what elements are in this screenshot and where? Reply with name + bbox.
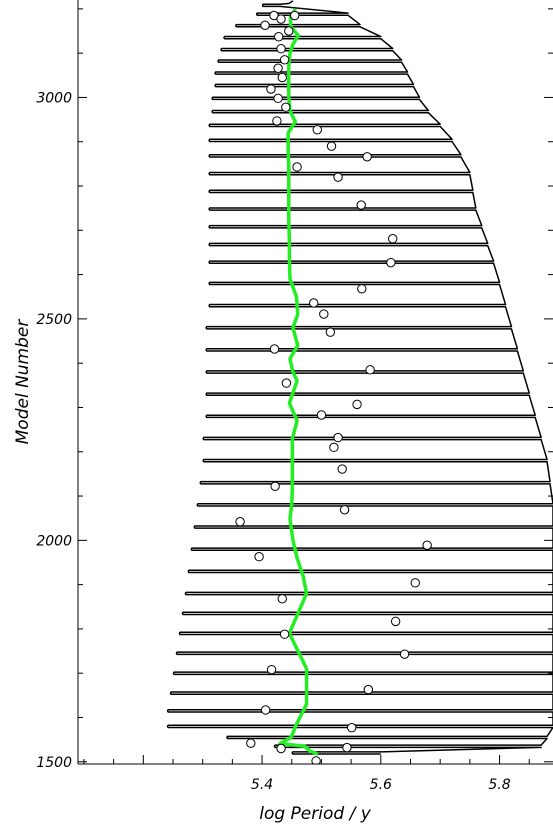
x-axis-label: log Period / y (259, 804, 371, 824)
data-point (316, 410, 327, 420)
data-point (387, 234, 398, 244)
data-point (352, 399, 362, 410)
data-point (260, 705, 271, 715)
data-point (329, 442, 339, 453)
data-point (390, 616, 401, 627)
data-point (276, 14, 286, 24)
data-point (276, 44, 286, 54)
data-point (386, 257, 396, 268)
axes (77, 0, 553, 765)
data-point (325, 327, 336, 337)
data-point (281, 378, 292, 388)
data-point (292, 162, 302, 172)
data-point (246, 738, 256, 748)
data-point (272, 116, 282, 126)
data-point (284, 26, 294, 36)
data-point (279, 55, 290, 65)
data-point (339, 505, 350, 515)
data-point (347, 722, 357, 733)
plot-background (78, 0, 553, 764)
data-point (342, 742, 352, 753)
data-point (270, 481, 280, 492)
data-point (312, 125, 322, 135)
plot-area (166, 0, 553, 764)
y-axis-label: Model Number (13, 319, 33, 445)
data-point (309, 298, 319, 308)
data-point (281, 102, 291, 112)
data-point (356, 200, 366, 210)
y-tick-label: 2500 (36, 312, 72, 328)
data-point (422, 540, 432, 550)
data-point (254, 552, 264, 562)
y-tick-label: 2000 (36, 533, 72, 549)
data-point (277, 72, 287, 83)
x-tick-label: 5.8 (488, 777, 510, 793)
data-point (273, 93, 283, 104)
data-point (290, 10, 300, 21)
data-point (333, 432, 343, 443)
oscillation-curve (166, 0, 553, 755)
data-point (399, 649, 410, 659)
ticks: 1500 2000 2500 3000 5.4 5.6 5.8 (36, 8, 553, 793)
y-tick-label: 1500 (36, 755, 72, 771)
data-point (273, 32, 284, 42)
data-point (319, 309, 329, 319)
data-point (277, 594, 287, 604)
data-point (311, 756, 321, 764)
y-tick-label: 3000 (36, 90, 72, 106)
data-point (363, 684, 374, 695)
mean-trend-line (278, 8, 319, 756)
data-point (273, 63, 283, 73)
data-point (333, 172, 343, 182)
data-point (326, 141, 337, 151)
data-point (337, 464, 347, 474)
data-point (235, 517, 245, 527)
x-tick-label: 5.4 (251, 777, 273, 793)
data-point (279, 629, 290, 639)
data-point (365, 365, 375, 375)
data-point (269, 344, 280, 354)
x-tick-label: 5.6 (370, 777, 392, 793)
data-point (276, 743, 286, 754)
data-point (362, 152, 372, 162)
data-point (410, 578, 420, 588)
data-point (266, 664, 277, 675)
data-point (260, 20, 270, 30)
data-point (357, 284, 367, 294)
data-point (266, 84, 276, 94)
